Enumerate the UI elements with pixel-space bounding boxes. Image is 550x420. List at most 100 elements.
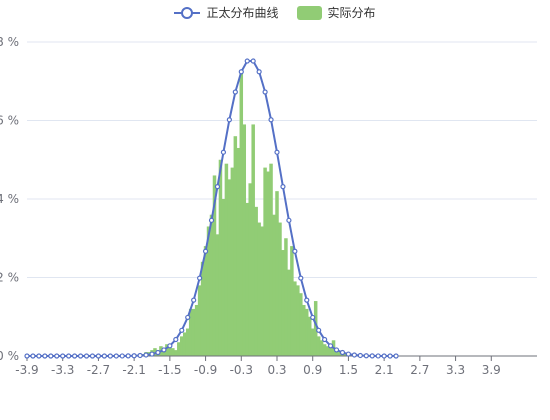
y-tick-label: 4 % [0, 192, 19, 206]
histogram-bar [215, 234, 220, 356]
curve-point [83, 353, 90, 359]
histogram-bar [153, 348, 157, 356]
histogram-bar [168, 344, 172, 356]
x-tick-label: 3.3 [446, 363, 465, 377]
x-tick-label: 0.3 [267, 363, 286, 377]
curve-point [351, 352, 357, 358]
histogram-bar [188, 308, 193, 356]
histogram-bar [278, 222, 282, 356]
x-tick-label: -2.7 [87, 363, 110, 377]
x-tick-label: -3.3 [51, 363, 74, 377]
curve-point [244, 58, 250, 64]
histogram-bar [224, 163, 229, 356]
curve-point [387, 353, 393, 359]
grid-lines [27, 41, 537, 278]
curve-point [214, 184, 221, 190]
histogram-bar [227, 179, 232, 356]
histogram-bar [191, 308, 196, 356]
curve-point [191, 297, 197, 303]
histogram-bar [206, 226, 211, 356]
curve-point [24, 353, 30, 359]
curve-point [274, 149, 280, 155]
curve-point [89, 353, 96, 359]
curve-point [316, 327, 322, 333]
histogram-bar [263, 167, 267, 356]
curve-point [393, 353, 399, 359]
histogram-bar [266, 171, 270, 356]
x-tick-label: 1.5 [339, 363, 358, 377]
y-tick-label: 8 % [0, 35, 19, 49]
histogram-bar [197, 285, 202, 356]
histogram-bar [302, 304, 306, 356]
histogram-bar [251, 124, 255, 356]
curve-point [42, 353, 48, 359]
y-axis-labels: 0 % 2 % 4 % 6 % 8 % [0, 35, 19, 363]
curve-point [375, 353, 381, 359]
curve-point [333, 347, 340, 353]
curve-point [131, 353, 137, 359]
x-tick-label: -0.9 [194, 363, 217, 377]
curve-point [197, 275, 203, 281]
curve-point [322, 336, 328, 343]
curve-point [155, 349, 161, 356]
curve-point [280, 184, 286, 190]
histogram-bar [185, 328, 190, 356]
line-series [24, 58, 399, 359]
histogram-bar [242, 124, 247, 356]
histogram-bar [319, 340, 324, 356]
histogram-bar [272, 214, 276, 356]
curve-point [101, 353, 107, 359]
curve-point [72, 353, 78, 359]
histogram-bar [174, 350, 178, 356]
curve-point [363, 353, 369, 359]
line-series-icon [174, 6, 201, 20]
curve-point [339, 349, 346, 356]
histogram-bar [260, 226, 264, 356]
histogram-bar [325, 346, 330, 356]
curve-point [137, 352, 143, 359]
histogram-bar [245, 202, 249, 356]
histogram-bar [236, 147, 241, 356]
curve-point [119, 353, 125, 359]
curve-point [298, 275, 304, 281]
histogram-bar [254, 206, 258, 356]
curve-point [202, 248, 209, 254]
bar-series-icon [296, 5, 322, 20]
histogram-bar [209, 214, 214, 356]
histogram-bar [316, 336, 321, 356]
curve-point [232, 89, 238, 95]
histogram-bar [203, 246, 208, 356]
histogram-bar [322, 344, 327, 356]
curve-point [286, 217, 292, 223]
curve-point [268, 117, 274, 123]
legend-item-normal-curve[interactable]: 正太分布曲线 [174, 4, 279, 21]
histogram-bar [218, 159, 223, 356]
curve-point [167, 343, 173, 349]
x-tick-label: -3.9 [15, 363, 38, 377]
chart-legend: 正太分布曲线 实际分布 [0, 4, 550, 21]
histogram-bar [230, 167, 235, 356]
curve-point [381, 353, 387, 359]
histogram-bar [269, 163, 273, 356]
curve-point [60, 353, 66, 359]
curve-point [256, 69, 262, 75]
legend-label-actual-distribution: 实际分布 [327, 6, 376, 20]
histogram-bar [287, 269, 291, 356]
histogram-bar [165, 344, 169, 356]
histogram-bar [194, 304, 199, 356]
histogram-bar [182, 332, 187, 356]
curve-point [30, 353, 36, 359]
curve-point [125, 353, 131, 359]
histogram-bar [257, 222, 261, 356]
curve-point [185, 314, 191, 321]
x-tick-label: 3.9 [482, 363, 501, 377]
x-tick-label: -0.3 [230, 363, 253, 377]
y-tick-label: 2 % [0, 271, 19, 285]
x-tick-label: -1.5 [158, 363, 181, 377]
histogram-bar [305, 308, 309, 356]
histogram-bar [296, 285, 300, 356]
x-tick-label: 2.1 [375, 363, 394, 377]
legend-item-actual-distribution[interactable]: 实际分布 [296, 4, 376, 21]
histogram-bar [281, 250, 285, 356]
curve-point [113, 353, 119, 359]
